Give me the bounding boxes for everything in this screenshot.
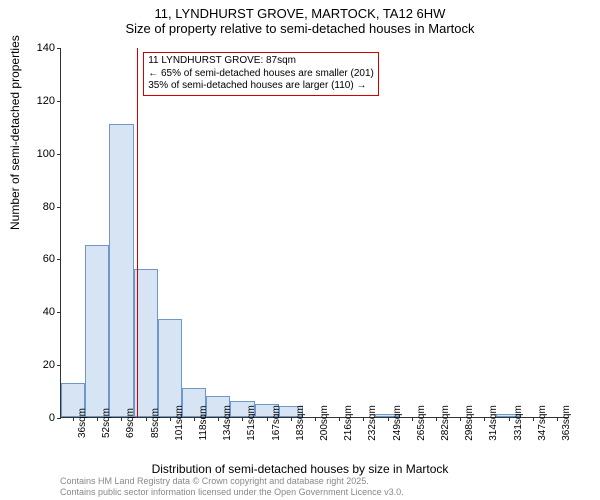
x-axis-label: Distribution of semi-detached houses by … [0, 462, 600, 476]
y-tick-label: 100 [37, 148, 55, 160]
reference-line [137, 48, 138, 417]
y-tick-label: 60 [43, 253, 55, 265]
x-tick-mark [315, 417, 316, 421]
x-tick-label: 216sqm [343, 405, 354, 441]
y-tick-label: 140 [37, 42, 55, 54]
annotation-box: 11 LYNDHURST GROVE: 87sqm ← 65% of semi-… [143, 52, 379, 96]
y-tick-mark [57, 154, 61, 155]
footer-line2: Contains public sector information licen… [60, 487, 404, 498]
y-axis-label: Number of semi-detached properties [8, 35, 22, 230]
x-tick-mark [436, 417, 437, 421]
annotation-line3: 35% of semi-detached houses are larger (… [148, 80, 374, 93]
x-tick-label: 298sqm [464, 405, 475, 441]
y-tick-mark [57, 365, 61, 366]
annotation-line1: 11 LYNDHURST GROVE: 87sqm [148, 55, 374, 68]
x-tick-label: 249sqm [392, 405, 403, 441]
x-tick-mark [509, 417, 510, 421]
y-tick-label: 80 [43, 201, 55, 213]
x-tick-mark [73, 417, 74, 421]
x-tick-label: 347sqm [537, 405, 548, 441]
histogram-bar [85, 245, 109, 417]
y-tick-mark [57, 48, 61, 49]
x-tick-mark [339, 417, 340, 421]
x-tick-mark [97, 417, 98, 421]
title-main: 11, LYNDHURST GROVE, MARTOCK, TA12 6HW [0, 6, 600, 21]
x-tick-mark [267, 417, 268, 421]
chart-container: 11, LYNDHURST GROVE, MARTOCK, TA12 6HW S… [0, 0, 600, 500]
y-tick-mark [57, 207, 61, 208]
title-block: 11, LYNDHURST GROVE, MARTOCK, TA12 6HW S… [0, 0, 600, 36]
x-tick-mark [170, 417, 171, 421]
y-tick-label: 20 [43, 359, 55, 371]
histogram-bar [109, 124, 133, 417]
x-tick-mark [412, 417, 413, 421]
y-tick-label: 0 [49, 412, 55, 424]
x-tick-label: 183sqm [295, 405, 306, 441]
x-tick-mark [460, 417, 461, 421]
y-tick-label: 120 [37, 95, 55, 107]
x-tick-mark [242, 417, 243, 421]
x-tick-label: 265sqm [416, 405, 427, 441]
x-tick-label: 363sqm [561, 405, 572, 441]
y-tick-mark [57, 259, 61, 260]
x-tick-label: 314sqm [488, 405, 499, 441]
x-tick-label: 200sqm [319, 405, 330, 441]
y-tick-mark [57, 312, 61, 313]
x-tick-label: 232sqm [367, 405, 378, 441]
x-tick-mark [291, 417, 292, 421]
y-tick-label: 40 [43, 306, 55, 318]
x-tick-mark [533, 417, 534, 421]
x-tick-mark [388, 417, 389, 421]
x-tick-mark [557, 417, 558, 421]
footer-text: Contains HM Land Registry data © Crown c… [60, 476, 404, 498]
y-tick-mark [57, 101, 61, 102]
x-tick-mark [146, 417, 147, 421]
x-tick-mark [121, 417, 122, 421]
x-tick-mark [484, 417, 485, 421]
title-sub: Size of property relative to semi-detach… [0, 21, 600, 36]
y-tick-mark [57, 418, 61, 419]
x-tick-mark [218, 417, 219, 421]
histogram-bar [158, 319, 182, 417]
footer-line1: Contains HM Land Registry data © Crown c… [60, 476, 404, 487]
annotation-line2: ← 65% of semi-detached houses are smalle… [148, 68, 374, 81]
x-tick-label: 331sqm [513, 405, 524, 441]
x-tick-mark [363, 417, 364, 421]
x-tick-mark [194, 417, 195, 421]
x-tick-label: 282sqm [440, 405, 451, 441]
plot-area: 11 LYNDHURST GROVE: 87sqm ← 65% of semi-… [60, 48, 568, 418]
